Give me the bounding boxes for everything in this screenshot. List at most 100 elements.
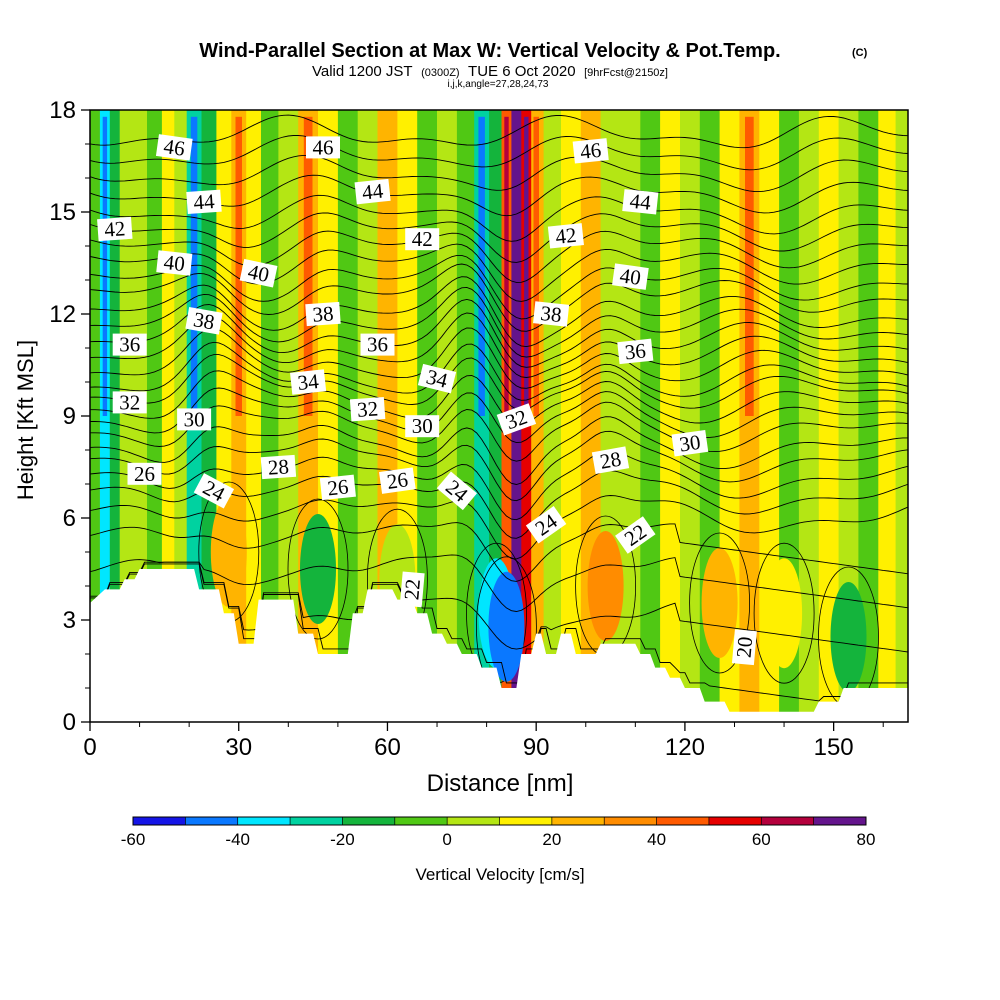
isentrope-line [90,263,908,332]
contour-label-box [239,258,278,288]
contour-label-box [127,462,162,485]
x-tick-label: 120 [665,734,705,761]
contour-label-box [354,178,391,205]
vv-column [680,110,701,722]
contour-label-text: 20 [732,636,758,659]
contour-label-text: 34 [296,369,320,395]
ijk-info: i,j,k,angle=27,28,24,73 [448,79,549,90]
colorbar-tick-label: -60 [121,830,146,849]
contour-label: 42 [547,223,584,249]
vv-column-core [533,116,539,417]
contour-label-box [360,333,395,356]
isentrope-line [90,194,908,242]
x-tick-label: 90 [523,734,550,761]
vv-column-core [190,116,198,417]
contour-label-text: 44 [361,179,385,205]
colorbar-tick-label: 40 [647,830,666,849]
low-level-anomalies [198,481,879,708]
y-tick-label: 3 [63,607,76,634]
isentrope-line [90,114,908,149]
isentrope-line [90,522,908,582]
plot-area: 46 46 46 44 44 44 42 42 42 40 40 40 38 38 38 36 36 36 34 34… [90,110,908,722]
vv-column [561,110,582,722]
contour-label-box [112,391,147,414]
vv-column [109,110,121,722]
isentrope-line [90,354,908,411]
y-tick-label: 12 [49,301,76,328]
isentrope-line [90,276,908,348]
contour-label-box [405,228,440,251]
contour-label-text: 44 [629,189,653,215]
contour-label-box [193,473,235,509]
contour-label-box [155,134,193,161]
colorbar-swatch [447,817,500,825]
contour-label-box [185,307,223,335]
chart-title: Wind-Parallel Section at Max W: Vertical… [199,40,780,62]
contour-label-box [97,216,133,242]
contour-label-box [260,454,297,480]
contour-label-box [177,408,212,431]
contour-label: 42 [405,227,440,251]
contour-label-box [591,446,630,474]
contour-label-text: 28 [598,447,623,474]
colorbar-swatch [342,817,396,825]
contour-label: 46 [572,138,609,164]
colorbar-swatch [761,817,815,825]
colorbar-swatch [656,817,710,825]
isentrope-line [90,387,908,444]
contour-label: 26 [127,462,162,486]
contour-label: 22 [399,571,425,608]
contour-label: 44 [622,189,659,215]
contour-label: 36 [360,333,395,357]
vv-cell [488,571,525,682]
colorbar-tick-label: 80 [857,830,876,849]
contour-label-box [671,429,709,457]
contour-label: 40 [156,250,193,276]
contour-label-text: 32 [356,396,379,421]
vv-column-core [478,116,485,417]
isentrope-line [90,341,908,401]
contour-label: 26 [319,474,356,501]
valid-utc: (0300Z) [421,67,460,79]
contour-label-box [156,250,193,276]
vv-column-core [102,116,108,417]
isentrope-line [90,430,908,502]
isentrope-line [90,154,908,193]
contour-label: 46 [306,135,340,159]
vv-cell-contour [689,532,750,674]
colorbar-label: Vertical Velocity [cm/s] [415,865,584,884]
vv-column [838,110,859,722]
colorbar-swatch [813,817,867,825]
x-tick-label: 30 [225,734,252,761]
contour-label-box [349,397,386,422]
vv-column-core [235,116,242,417]
vv-column [119,110,133,722]
contour-label-text: 30 [412,414,433,438]
contour-label-text: 42 [412,227,433,251]
contour-label-text: 26 [385,467,409,494]
contour-label-box [731,629,757,666]
forecast-info: [9hrFcst@2150z] [584,67,668,79]
colorbar: -60 -40 -20 0 20 40 60 80 [121,816,876,849]
y-axis-label: Height [Kft MSL] [13,340,38,500]
vv-column [543,110,562,722]
vv-cell-contour [753,542,815,684]
vv-column-core [745,116,754,417]
contour-label: 40 [239,258,278,288]
contour-label: 38 [185,307,223,335]
contour-label: 30 [177,407,212,431]
colorbar-swatch [237,817,291,825]
isentrope-line [90,254,908,320]
vv-column-core [504,116,509,417]
contour-label-box [186,189,222,214]
contour-label-box [319,474,356,501]
contour-label-text: 22 [399,578,425,601]
vv-column [90,110,101,722]
contour-label-box [290,369,327,395]
y-tick-label: 0 [63,709,76,736]
contour-label: 36 [112,333,147,357]
contour-label: 20 [731,629,758,666]
isentrope-line [90,135,908,171]
